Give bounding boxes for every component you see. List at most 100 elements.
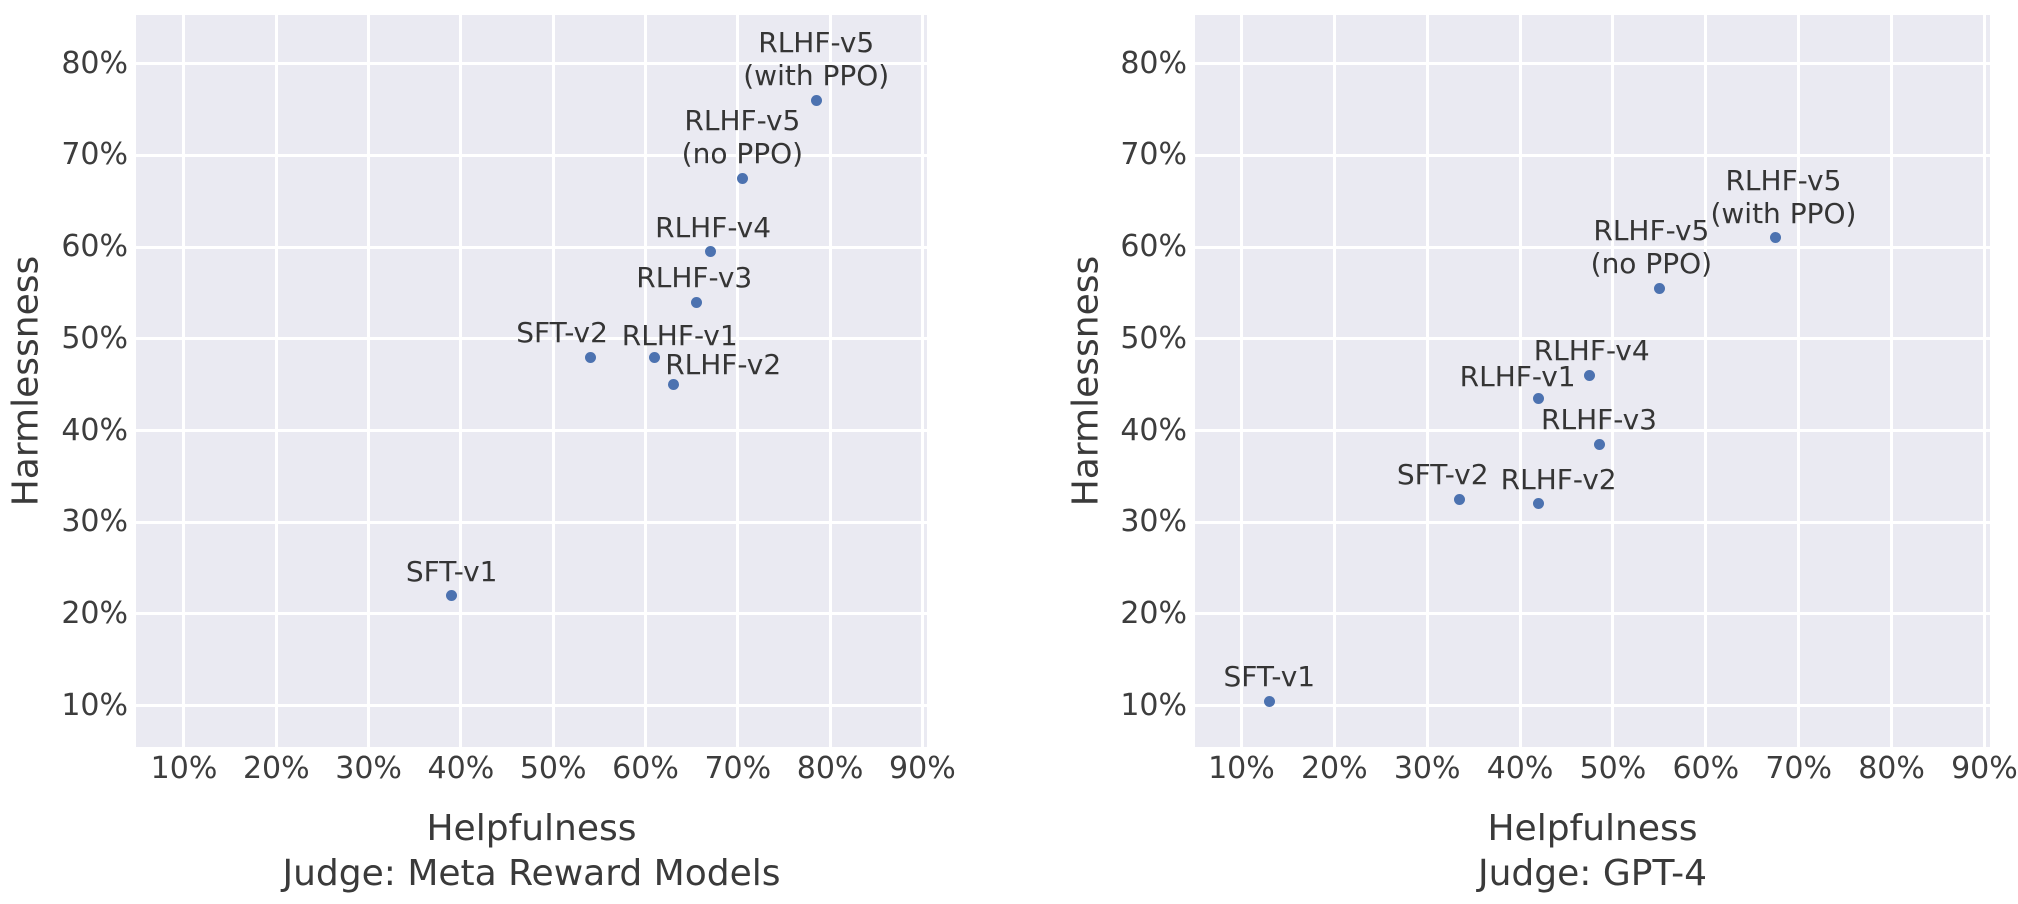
scatter-point-rlhf-v1 (649, 351, 661, 363)
x-tick-label: 10% (1208, 751, 1275, 786)
left-x-axis-label: Helpfulness (426, 808, 637, 849)
left-y-axis-title: Harmlessness (5, 255, 47, 507)
left-x-axis-title: Helpfulness Judge: Meta Reward Models (282, 806, 780, 896)
scatter-point-rlhf-v5-with-ppo- (810, 94, 822, 106)
x-tick-label: 60% (1672, 751, 1740, 786)
y-tick-label: 60% (1120, 229, 1187, 265)
x-gridline (1611, 15, 1615, 747)
x-tick-label: 40% (427, 751, 495, 786)
point-label-line: RLHF-v4 (655, 210, 772, 244)
point-label-rlhf-v3: RLHF-v3 (636, 261, 752, 294)
scatter-point-rlhf-v3 (1593, 438, 1605, 450)
x-tick-label: 80% (1858, 751, 1925, 786)
y-tick-label: 60% (61, 229, 128, 265)
point-label-sft-v2: SFT-v2 (1397, 458, 1489, 491)
point-label-line: RLHF-v2 (665, 347, 782, 381)
x-gridline (1704, 15, 1708, 747)
x-tick-label: 90% (1951, 751, 2018, 786)
x-gridline (1239, 15, 1243, 747)
scatter-point-sft-v1 (1263, 695, 1275, 707)
point-label-rlhf-v5-no-ppo-: RLHF-v5 (no PPO) (682, 104, 803, 170)
point-label-line: SFT-v1 (1223, 660, 1316, 694)
x-gridline (1518, 15, 1522, 747)
scatter-point-rlhf-v4 (1584, 369, 1596, 381)
y-gridline (136, 337, 927, 341)
point-label-rlhf-v5-with-ppo-: RLHF-v5 (with PPO) (743, 26, 889, 92)
scatter-point-sft-v2 (584, 351, 596, 363)
scatter-point-rlhf-v5-no-ppo- (736, 172, 748, 184)
point-label-sft-v1: SFT-v1 (1223, 660, 1315, 693)
y-tick-label: 10% (1120, 687, 1187, 723)
y-gridline (1195, 429, 1990, 433)
point-label-line: (with PPO) (743, 59, 890, 93)
x-tick-label: 20% (242, 751, 310, 786)
point-label-line: RLHF-v1 (621, 319, 738, 353)
x-gridline (274, 15, 278, 747)
point-label-line: (no PPO) (1590, 247, 1713, 281)
point-label-rlhf-v4: RLHF-v4 (655, 211, 771, 244)
y-gridline (1195, 62, 1990, 66)
scatter-point-rlhf-v3 (690, 296, 702, 308)
y-gridline (1195, 704, 1990, 708)
y-gridline (136, 245, 927, 249)
x-tick-label: 90% (889, 751, 956, 786)
x-gridline (920, 15, 924, 747)
point-label-line: (no PPO) (681, 137, 804, 171)
y-tick-label: 20% (1120, 595, 1187, 631)
scatter-point-sft-v1 (446, 590, 458, 602)
point-label-rlhf-v1: RLHF-v1 (1460, 360, 1576, 393)
point-label-line: RLHF-v5 (684, 104, 801, 138)
y-tick-label: 30% (1120, 504, 1187, 540)
point-label-line: SFT-v2 (1396, 458, 1489, 492)
x-gridline (828, 15, 832, 747)
point-label-rlhf-v2: RLHF-v2 (1501, 463, 1617, 496)
y-gridline (136, 612, 927, 616)
scatter-point-rlhf-v5-no-ppo- (1653, 282, 1665, 294)
point-label-rlhf-v3: RLHF-v3 (1541, 403, 1657, 436)
point-label-line: (with PPO) (1710, 196, 1857, 230)
left-judge-label: Judge: Meta Reward Models (282, 853, 781, 894)
y-tick-label: 80% (1120, 45, 1187, 81)
point-label-rlhf-v5-with-ppo-: RLHF-v5 (with PPO) (1710, 164, 1856, 230)
x-tick-label: 70% (1765, 751, 1833, 786)
y-gridline (136, 704, 927, 708)
point-label-rlhf-v1: RLHF-v1 (622, 319, 738, 352)
scatter-point-rlhf-v5-with-ppo- (1769, 232, 1781, 244)
right-judge-label: Judge: GPT-4 (1477, 853, 1708, 894)
x-gridline (1332, 15, 1336, 747)
x-gridline (1982, 15, 1986, 747)
scatter-point-rlhf-v2 (667, 379, 679, 391)
y-gridline (1195, 612, 1990, 616)
scatter-point-rlhf-v1 (1533, 392, 1545, 404)
point-label-line: SFT-v1 (405, 554, 498, 588)
right-x-axis-title: Helpfulness Judge: GPT-4 (1478, 806, 1707, 896)
x-gridline (1425, 15, 1429, 747)
right-x-axis-label: Helpfulness (1487, 808, 1698, 849)
x-gridline (551, 15, 555, 747)
point-label-line: RLHF-v5 (1725, 163, 1842, 197)
x-tick-label: 20% (1300, 751, 1368, 786)
y-tick-label: 30% (61, 504, 128, 540)
x-tick-label: 50% (519, 751, 587, 786)
right-plot-area: SFT-v1 SFT-v2 RLHF-v2 RLHF-v1 RLHF-v3 RLHF-v4… (1195, 15, 1990, 747)
point-label-line: RLHF-v3 (1541, 403, 1657, 437)
y-gridline (1195, 153, 1990, 157)
scatter-point-rlhf-v2 (1533, 498, 1545, 510)
point-label-line: RLHF-v5 (1593, 214, 1710, 248)
point-label-line: RLHF-v4 (1533, 334, 1650, 368)
y-tick-label: 50% (61, 320, 128, 356)
x-gridline (367, 15, 371, 747)
right-y-axis-title: Harmlessness (1065, 255, 1107, 507)
x-gridline (643, 15, 647, 747)
y-tick-label: 80% (61, 45, 128, 81)
x-tick-label: 50% (1579, 751, 1647, 786)
x-gridline (736, 15, 740, 747)
scatter-point-rlhf-v4 (704, 246, 716, 258)
y-gridline (1195, 337, 1990, 341)
x-tick-label: 40% (1486, 751, 1554, 786)
y-tick-label: 40% (1120, 412, 1187, 448)
x-gridline (1797, 15, 1801, 747)
y-gridline (1195, 520, 1990, 524)
point-label-sft-v2: SFT-v2 (516, 316, 608, 349)
